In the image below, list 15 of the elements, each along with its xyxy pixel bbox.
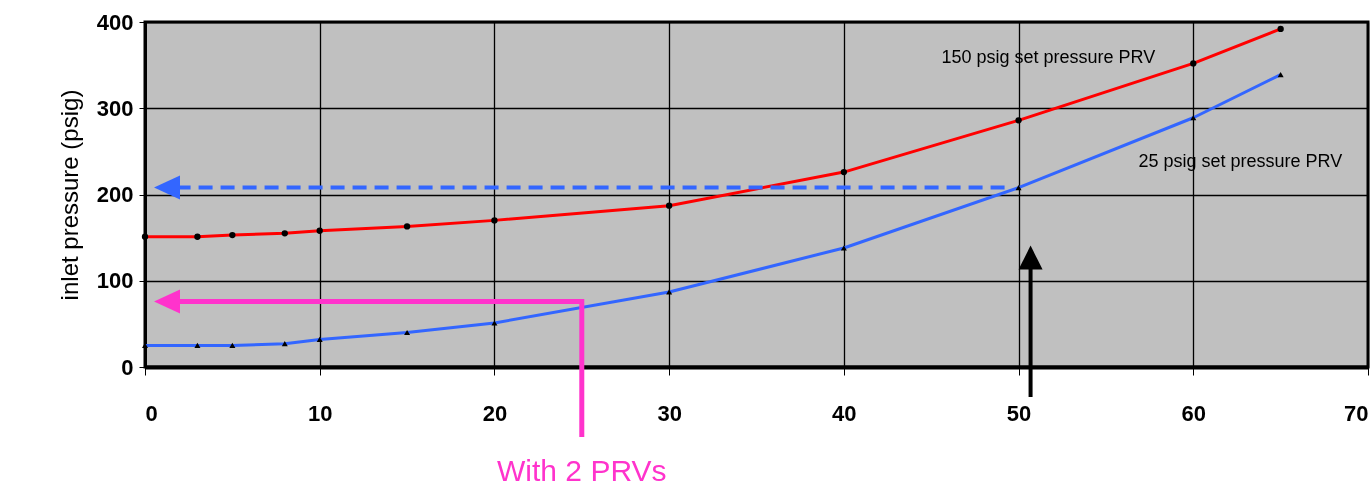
y-tick-label: 200: [96, 182, 134, 207]
x-tick-label: 70: [1344, 400, 1369, 426]
x-tick-label: 0: [145, 400, 158, 426]
x-tick-label: 40: [832, 400, 857, 426]
x-tick-label: 50: [1006, 400, 1032, 426]
x-tick-label: 30: [657, 400, 682, 426]
text: With 2 PRVs: [497, 454, 667, 487]
x-tick-label: 10: [307, 400, 333, 426]
y-tick-label: 100: [96, 268, 134, 294]
x-tick-label: 20: [482, 400, 508, 426]
y-tick-label: 400: [96, 9, 134, 35]
y-axis-title: inlet pressure (psig): [55, 89, 83, 301]
x-tick-label: 60: [1181, 400, 1207, 426]
y-tick-label: 0: [121, 354, 134, 380]
y-tick-label: 300: [96, 95, 134, 121]
